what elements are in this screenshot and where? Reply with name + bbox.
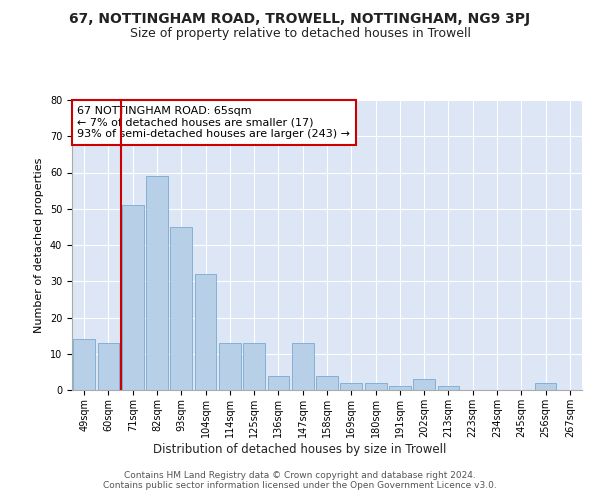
- Bar: [73, 339, 95, 390]
- Bar: [389, 386, 411, 390]
- Bar: [219, 343, 241, 390]
- Bar: [268, 376, 289, 390]
- Bar: [365, 383, 386, 390]
- Bar: [146, 176, 168, 390]
- Text: Distribution of detached houses by size in Trowell: Distribution of detached houses by size …: [154, 442, 446, 456]
- Bar: [122, 205, 143, 390]
- Bar: [97, 343, 119, 390]
- Bar: [535, 383, 556, 390]
- Text: Size of property relative to detached houses in Trowell: Size of property relative to detached ho…: [130, 28, 470, 40]
- Y-axis label: Number of detached properties: Number of detached properties: [34, 158, 44, 332]
- Bar: [413, 379, 435, 390]
- Bar: [437, 386, 460, 390]
- Bar: [292, 343, 314, 390]
- Bar: [170, 227, 192, 390]
- Bar: [316, 376, 338, 390]
- Bar: [340, 383, 362, 390]
- Text: 67 NOTTINGHAM ROAD: 65sqm
← 7% of detached houses are smaller (17)
93% of semi-d: 67 NOTTINGHAM ROAD: 65sqm ← 7% of detach…: [77, 106, 350, 139]
- Bar: [243, 343, 265, 390]
- Text: 67, NOTTINGHAM ROAD, TROWELL, NOTTINGHAM, NG9 3PJ: 67, NOTTINGHAM ROAD, TROWELL, NOTTINGHAM…: [70, 12, 530, 26]
- Text: Contains HM Land Registry data © Crown copyright and database right 2024.
Contai: Contains HM Land Registry data © Crown c…: [103, 470, 497, 490]
- Bar: [194, 274, 217, 390]
